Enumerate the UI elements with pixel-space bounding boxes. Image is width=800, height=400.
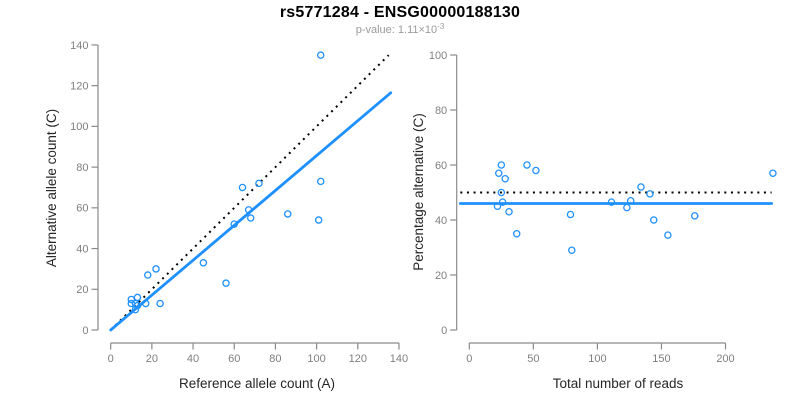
x-axis-tick-label: 140 <box>390 353 408 365</box>
data-point <box>316 177 325 186</box>
x-axis-tick-label: 120 <box>349 353 367 365</box>
data-point <box>238 183 247 192</box>
data-point <box>316 51 325 59</box>
fitted-ratio-line <box>109 91 393 332</box>
x-axis-tick-label: 60 <box>228 353 240 365</box>
x-axis-tick-label: 50 <box>527 353 539 365</box>
data-point <box>664 231 672 239</box>
data-point <box>495 169 503 177</box>
x-axis-tick-label: 20 <box>146 353 158 365</box>
data-point <box>501 174 509 183</box>
y-axis-tick-label: 60 <box>76 203 88 215</box>
x-axis-title: Reference allele count (A) <box>179 376 335 391</box>
data-point <box>691 212 699 220</box>
data-point <box>497 188 506 197</box>
data-point <box>222 279 230 287</box>
y-axis-tick-label: 80 <box>76 162 88 174</box>
data-point <box>246 214 255 222</box>
data-point <box>532 166 540 175</box>
figure-title: rs5771284 - ENSG00000188130 <box>279 4 521 21</box>
x-axis-tick-label: 0 <box>466 353 472 365</box>
x-axis-tick-label: 150 <box>652 353 670 365</box>
data-point <box>244 206 253 214</box>
data-point <box>568 246 576 254</box>
data-point <box>152 265 160 273</box>
y-axis-title: Percentage alternative (C) <box>411 113 426 271</box>
data-point <box>255 179 263 188</box>
y-axis-tick-label: 40 <box>435 215 447 227</box>
plot-percentage-vs-reads: 0 20 40 60 80 100 0 50 100 150 200 Total number of … <box>411 50 777 391</box>
data-point <box>523 161 531 169</box>
y-axis-tick-label: 140 <box>70 40 88 52</box>
x-axis-tick-label: 100 <box>588 353 606 365</box>
y-axis-tick-label: 0 <box>441 325 447 337</box>
x-axis-tick-label: 40 <box>187 353 199 365</box>
data-point <box>133 301 142 310</box>
figure-subtitle: p-value: 1.11×10-3 <box>0 22 800 36</box>
data-point <box>769 169 777 177</box>
y-axis-title: Alternative allele count (C) <box>44 109 59 267</box>
x-axis-title: Total number of reads <box>553 376 684 391</box>
y-axis-tick-label: 100 <box>429 50 447 62</box>
data-point <box>314 216 323 224</box>
data-point <box>497 161 506 169</box>
expected-ratio-line <box>109 54 390 331</box>
data-point <box>230 220 238 228</box>
y-axis-tick-label: 20 <box>435 270 447 282</box>
y-axis-tick-label: 120 <box>70 80 88 92</box>
y-axis-tick-label: 40 <box>76 243 88 255</box>
data-point <box>626 196 635 205</box>
data-point <box>623 203 631 212</box>
plot-allele-counts: 0 20 40 60 80 100 120 140 0 20 40 60 80 100 120 140 Refe… <box>44 40 408 391</box>
data-point <box>493 202 502 210</box>
pvalue-text: p-value: 1.11×10 <box>355 24 438 36</box>
data-point <box>566 210 575 219</box>
data-point <box>607 198 616 206</box>
data-point <box>199 259 208 267</box>
x-axis-tick-label: 100 <box>307 353 325 365</box>
y-axis-tick-label: 100 <box>70 121 88 133</box>
x-axis-tick-label: 0 <box>108 353 114 365</box>
data-point <box>284 210 292 218</box>
data-point <box>505 207 513 216</box>
data-point <box>133 293 142 302</box>
data-point <box>498 198 507 206</box>
x-axis-tick-label: 80 <box>269 353 281 365</box>
data-point <box>141 299 150 308</box>
y-axis-tick-label: 60 <box>435 160 447 172</box>
data-point <box>650 216 658 224</box>
y-axis-tick-label: 20 <box>76 284 88 296</box>
y-axis-tick-label: 0 <box>82 325 88 337</box>
data-point <box>156 299 164 308</box>
data-point <box>512 229 521 238</box>
data-point <box>637 183 645 191</box>
y-axis-tick-label: 80 <box>435 105 447 117</box>
data-point <box>144 271 152 279</box>
data-point <box>646 190 654 198</box>
pvalue-exponent: -3 <box>437 22 445 31</box>
x-axis-tick-label: 200 <box>716 353 734 365</box>
